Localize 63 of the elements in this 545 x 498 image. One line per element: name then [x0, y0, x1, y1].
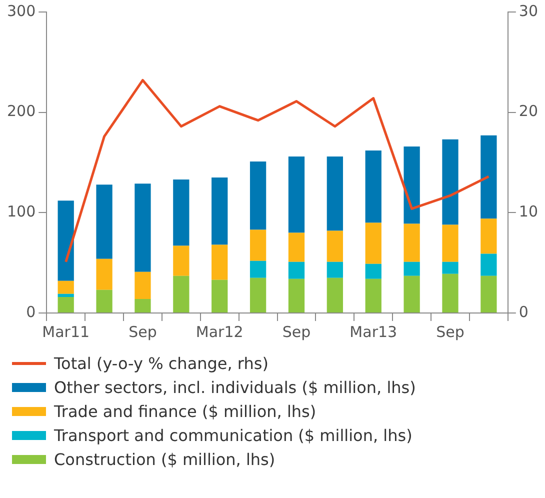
- bar: [134, 184, 151, 272]
- bar: [480, 276, 497, 312]
- bar: [96, 290, 112, 312]
- bar: [212, 244, 228, 280]
- bar: [404, 276, 420, 312]
- legend-label: Trade and finance ($ million, lhs): [54, 402, 316, 420]
- x-tick-label: Mar13: [350, 322, 398, 341]
- x-tick-label: Mar11: [42, 322, 90, 341]
- bar: [480, 218, 497, 254]
- y2-tick-label: 30: [518, 2, 538, 20]
- bar: [250, 230, 266, 261]
- bar: [134, 272, 151, 299]
- bar: [404, 262, 420, 276]
- legend-label: Total (y-o-y % change, rhs): [54, 354, 268, 372]
- bar: [288, 156, 305, 233]
- y-tick-label: 0: [26, 302, 36, 321]
- bar: [365, 222, 382, 264]
- legend-label: Construction ($ million, lhs): [54, 450, 276, 468]
- bar: [96, 258, 112, 290]
- bar: [480, 135, 497, 219]
- x-tick-label: Mar12: [196, 322, 244, 341]
- bar: [250, 278, 266, 312]
- bar: [250, 161, 266, 230]
- bar: [365, 150, 382, 223]
- legend-label: Transport and communication ($ million, lhs): [54, 426, 412, 444]
- bar: [250, 260, 266, 278]
- bar: [288, 278, 305, 312]
- y2-tick-label: 0: [518, 302, 528, 321]
- legend-label: Other sectors, incl. individuals ($ million, lhs): [54, 378, 416, 396]
- bar: [480, 254, 497, 276]
- bar: [173, 246, 190, 276]
- bar: [173, 180, 190, 246]
- bar: [58, 294, 74, 297]
- bar: [288, 262, 305, 279]
- bar: [58, 200, 74, 281]
- bar: [442, 139, 458, 225]
- bar: [212, 280, 228, 312]
- bar: [326, 230, 344, 262]
- y-tick-label: 300: [6, 2, 36, 20]
- x-tick-label: Sep: [436, 322, 464, 341]
- bar: [288, 232, 305, 262]
- y2-tick-label: 10: [518, 202, 538, 221]
- bar: [442, 262, 458, 274]
- bar: [442, 274, 458, 312]
- bar: [58, 296, 74, 312]
- bar: [442, 224, 458, 262]
- bar: [404, 146, 420, 224]
- bar: [365, 264, 382, 279]
- bar: [58, 280, 74, 294]
- x-tick-label: Sep: [282, 322, 311, 341]
- bar: [404, 224, 420, 262]
- y-tick-label: 100: [6, 202, 36, 221]
- bar: [212, 178, 228, 245]
- bar: [134, 298, 151, 312]
- bar: [326, 262, 344, 278]
- y2-tick-label: 20: [518, 102, 538, 120]
- x-tick-label: Sep: [128, 322, 157, 341]
- bar: [326, 278, 344, 312]
- bar: [365, 278, 382, 312]
- bar: [173, 276, 190, 312]
- bar: [326, 156, 344, 231]
- bar: [96, 184, 112, 259]
- y-tick-label: 200: [6, 102, 36, 120]
